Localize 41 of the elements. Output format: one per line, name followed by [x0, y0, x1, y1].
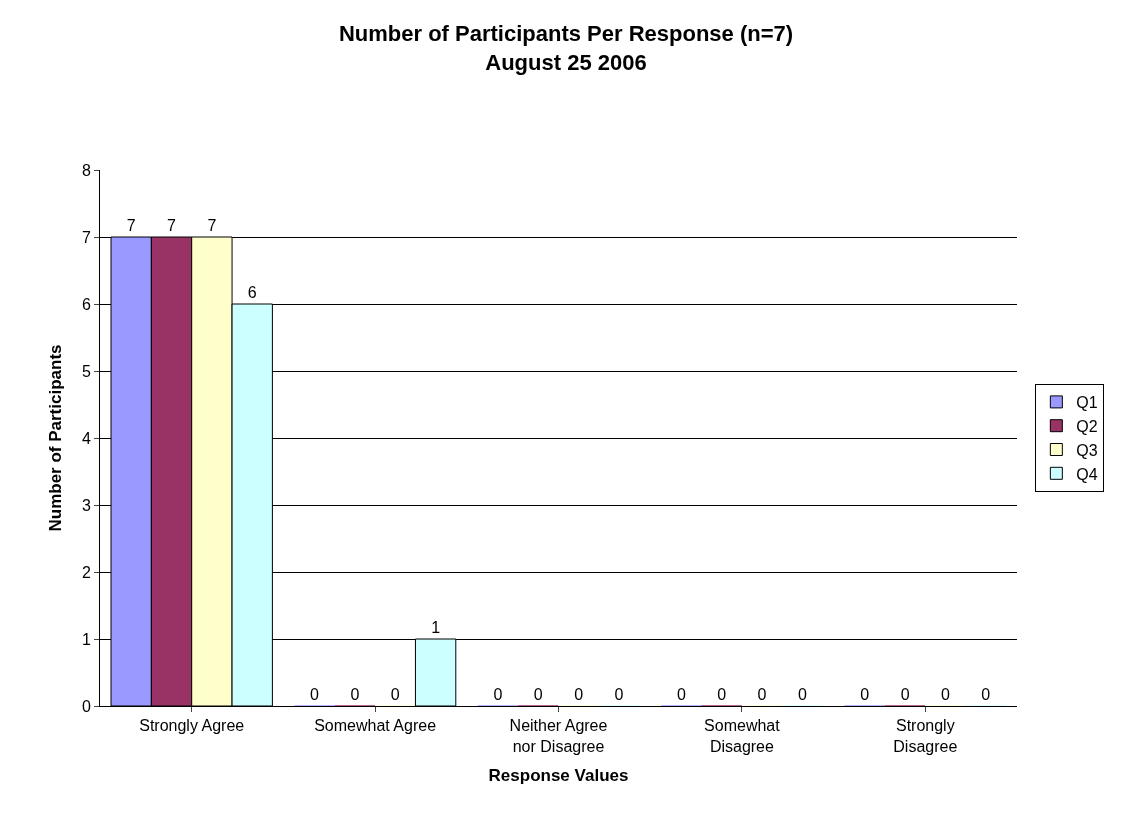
data-label: 0 — [533, 686, 543, 703]
y-tick-label: 6 — [81, 295, 91, 313]
x-tick-label: Strongly Disagree — [893, 717, 958, 755]
data-label: 0 — [860, 686, 870, 703]
data-label: 0 — [797, 686, 807, 703]
y-tick-label: 8 — [81, 161, 91, 179]
data-label: 0 — [310, 686, 320, 703]
data-label: 1 — [431, 619, 441, 636]
data-label: 0 — [676, 686, 686, 703]
y-tick-label: 1 — [81, 630, 91, 648]
y-tick-label: 5 — [81, 362, 91, 380]
data-label: 0 — [350, 686, 360, 703]
y-tick-label: 3 — [81, 496, 91, 514]
data-label: 0 — [493, 686, 503, 703]
y-tick-label: 7 — [81, 228, 91, 246]
data-label: 0 — [614, 686, 624, 703]
data-label: 6 — [247, 284, 257, 301]
y-tick-label: 4 — [81, 429, 91, 447]
x-axis-title: Response Values — [488, 766, 629, 786]
legend-label: Q4 — [1076, 465, 1098, 483]
data-label: 0 — [390, 686, 400, 703]
legend-label: Q2 — [1076, 417, 1098, 435]
data-label: 7 — [207, 217, 217, 234]
data-label: 0 — [900, 686, 910, 703]
chart-title: Number of Participants Per Response (n=7) August 25 2006 — [338, 21, 794, 75]
x-tick-label: Neither Agree nor Disagree — [509, 717, 608, 755]
x-tick-label: Somewhat Agree — [314, 717, 437, 735]
x-tick-label: Somewhat Disagree — [704, 717, 781, 755]
legend-label: Q1 — [1076, 394, 1098, 412]
x-tick-label: Strongly Agree — [139, 717, 245, 735]
data-label: 0 — [940, 686, 950, 703]
data-label: 0 — [981, 686, 991, 703]
data-label: 7 — [126, 217, 136, 234]
legend-label: Q3 — [1076, 441, 1098, 459]
data-label: 0 — [757, 686, 767, 703]
data-label: 7 — [167, 217, 177, 234]
y-axis-title: Number of Participants — [46, 344, 66, 532]
data-label: 0 — [717, 686, 727, 703]
y-tick-label: 2 — [81, 563, 91, 581]
data-label: 0 — [574, 686, 584, 703]
y-tick-label: 0 — [81, 697, 91, 715]
